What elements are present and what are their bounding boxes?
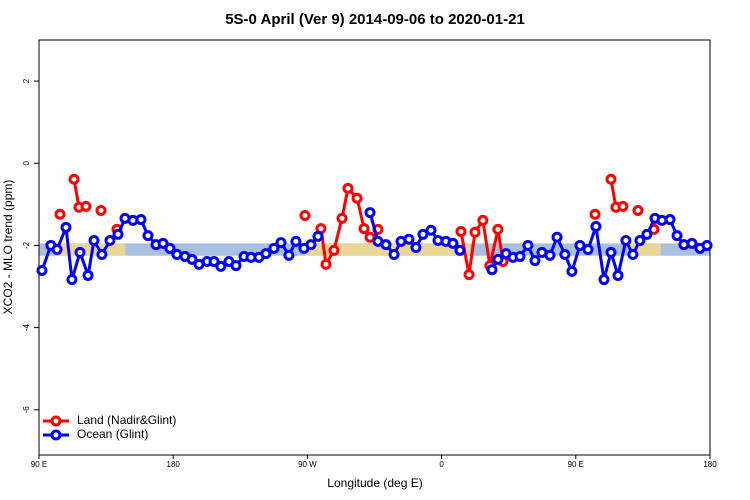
data-point <box>351 192 363 204</box>
data-point <box>208 255 220 267</box>
data-point <box>492 223 504 235</box>
data-point <box>589 208 601 220</box>
data-point <box>641 228 653 240</box>
data-point <box>60 221 72 233</box>
data-point <box>522 239 534 251</box>
data-point <box>463 269 475 281</box>
y-tick-label: -2 <box>22 241 31 249</box>
data-point <box>283 249 295 261</box>
data-point <box>686 237 698 249</box>
data-point <box>514 251 526 263</box>
data-point <box>364 207 376 219</box>
data-point <box>403 233 415 245</box>
data-point <box>410 242 422 253</box>
data-point <box>605 246 617 258</box>
data-point <box>627 248 639 260</box>
data-point <box>469 226 481 238</box>
data-point <box>74 246 86 258</box>
data-point <box>275 237 287 249</box>
data-point <box>36 265 48 277</box>
data-point <box>477 214 489 226</box>
legend-label: Land (Nadir&Glint) <box>77 413 176 427</box>
data-point <box>260 248 272 260</box>
x-tick-label: 90 W <box>298 460 317 469</box>
data-point <box>95 205 107 217</box>
legend-marker <box>50 415 62 427</box>
data-point <box>566 265 578 277</box>
legend-label: Ocean (Glint) <box>77 427 148 441</box>
data-point <box>82 269 94 281</box>
data-point <box>551 231 563 243</box>
data-point <box>54 208 66 220</box>
data-point <box>598 274 610 286</box>
data-point <box>104 235 116 247</box>
y-tick-label: 2 <box>22 78 31 83</box>
data-point <box>425 224 437 236</box>
data-point <box>328 244 340 256</box>
data-point <box>492 253 504 265</box>
data-point <box>559 248 571 260</box>
x-tick-label: 180 <box>703 460 717 469</box>
data-point <box>164 242 176 254</box>
data-point <box>142 230 154 242</box>
y-axis-label: XCO2 - MLO trend (ppm) <box>1 180 15 315</box>
data-point <box>51 244 63 256</box>
data-point <box>388 248 400 260</box>
data-point <box>68 173 80 185</box>
data-point <box>617 200 629 212</box>
data-point <box>342 182 354 194</box>
data-point <box>590 221 602 233</box>
data-point <box>486 264 498 276</box>
data-point <box>380 239 392 251</box>
data-point <box>701 239 713 251</box>
data-point <box>582 244 594 256</box>
data-point <box>620 235 632 247</box>
chart-title: 5S-0 April (Ver 9) 2014-09-06 to 2020-01… <box>225 11 525 28</box>
data-point <box>299 209 311 221</box>
data-point <box>455 225 467 237</box>
data-point <box>186 253 198 265</box>
y-tick-label: -4 <box>22 324 31 332</box>
data-point <box>305 239 317 251</box>
data-point <box>632 205 644 217</box>
data-point <box>447 237 459 249</box>
x-axis-label: Longitude (deg E) <box>327 476 422 490</box>
data-point <box>268 242 280 254</box>
y-tick-label: -6 <box>22 406 31 414</box>
data-point <box>312 230 324 242</box>
data-point <box>529 255 541 267</box>
data-point <box>336 212 348 224</box>
data-point <box>88 235 100 247</box>
x-tick-label: 90 E <box>31 460 47 469</box>
data-point <box>157 237 169 249</box>
data-point <box>417 228 429 240</box>
data-point <box>671 230 683 242</box>
data-point <box>358 223 370 235</box>
data-point <box>320 258 332 270</box>
data-point <box>664 214 676 226</box>
data-point <box>574 239 586 251</box>
x-tick-label: 90 E <box>568 460 584 469</box>
data-point <box>454 244 466 256</box>
data-point <box>290 235 302 247</box>
data-point <box>605 173 617 185</box>
x-tick-label: 0 <box>439 460 444 469</box>
data-point <box>66 274 78 286</box>
data-point <box>544 249 556 261</box>
data-point <box>96 248 108 260</box>
legend-marker <box>50 429 62 441</box>
data-point <box>135 214 147 226</box>
data-point <box>612 269 624 281</box>
y-tick-label: 0 <box>22 160 31 165</box>
data-point <box>215 260 227 272</box>
data-point <box>80 200 92 212</box>
data-point <box>634 235 646 247</box>
data-point <box>364 231 376 243</box>
data-point <box>230 260 242 272</box>
data-point <box>112 228 124 240</box>
x-tick-label: 180 <box>167 460 181 469</box>
